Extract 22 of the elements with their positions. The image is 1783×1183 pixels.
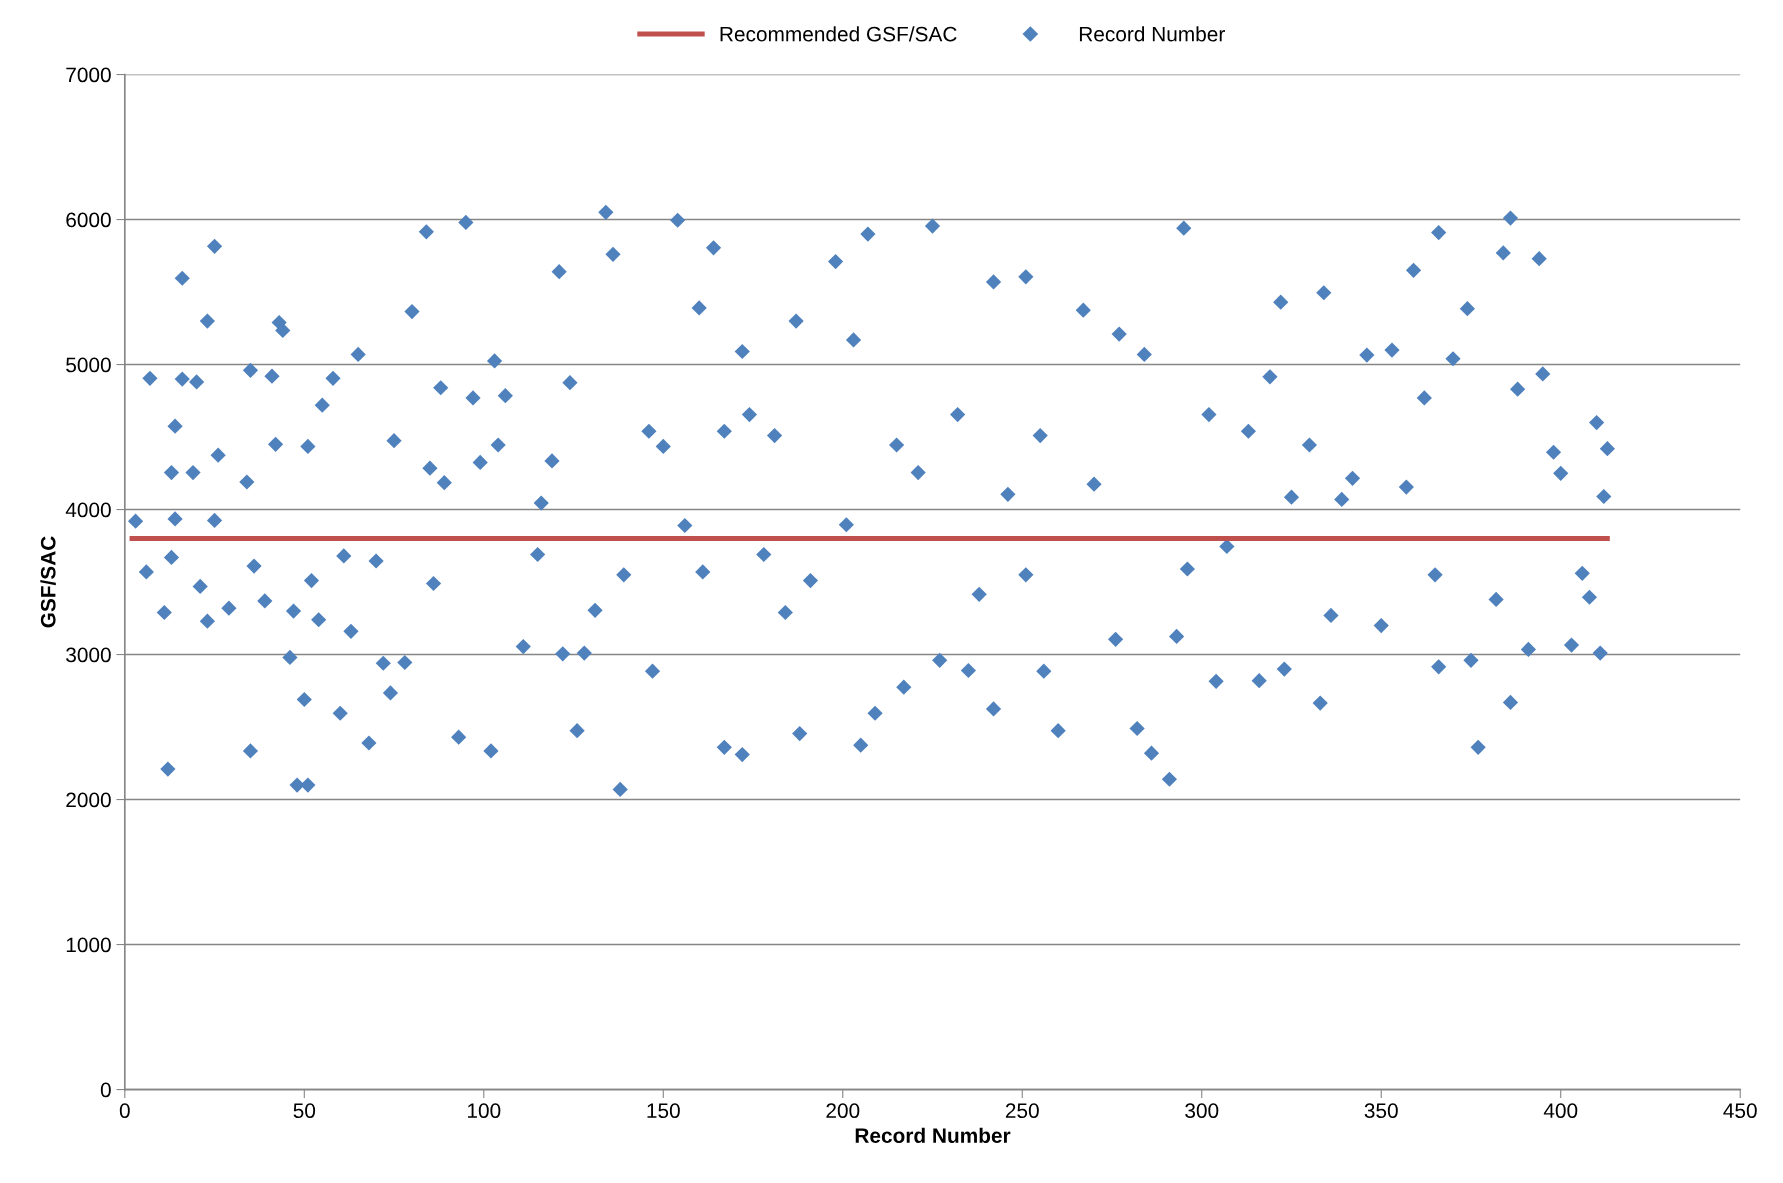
- x-tick-label: 350: [1364, 1103, 1398, 1119]
- x-tick-label: 250: [1005, 1103, 1039, 1119]
- y-tick-label: 6000: [66, 212, 111, 228]
- x-tick-label: 450: [1723, 1103, 1757, 1119]
- x-tick-label: 150: [647, 1103, 680, 1119]
- y-tick-label: 4000: [65, 502, 111, 518]
- y-axis-title: GSF/SAC: [40, 536, 56, 628]
- x-tick-label: 50: [293, 1103, 316, 1119]
- x-tick-label: 400: [1543, 1103, 1578, 1119]
- x-tick-label: 200: [826, 1103, 860, 1119]
- y-tick-label: 2000: [66, 792, 111, 808]
- x-tick-label: 100: [468, 1103, 501, 1119]
- x-axis-title: Record Number: [855, 1127, 1011, 1144]
- y-tick-label: 0: [100, 1082, 111, 1098]
- legend-label: Recommended GSF/SAC: [720, 26, 957, 42]
- x-tick-label: 300: [1185, 1103, 1219, 1119]
- legend-label: Record Number: [1079, 26, 1225, 42]
- y-tick-label: 3000: [66, 647, 111, 663]
- y-tick-label: 1000: [66, 937, 111, 953]
- y-tick-label: 5000: [66, 357, 111, 373]
- x-tick-label: 0: [119, 1103, 130, 1119]
- y-tick-label: 7000: [66, 67, 111, 83]
